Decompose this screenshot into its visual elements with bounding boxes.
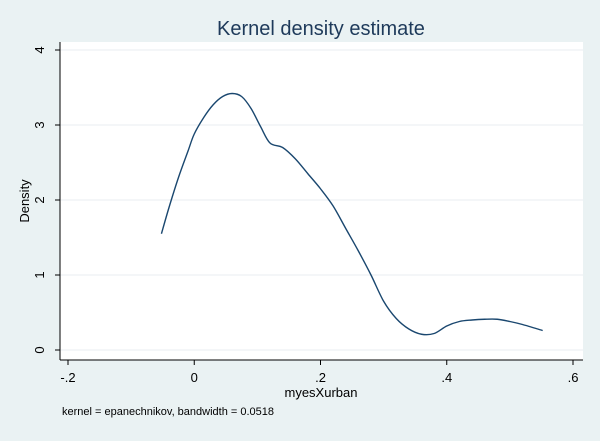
x-tick-label: -.2 [60, 370, 75, 385]
y-axis-label: Density [17, 179, 32, 223]
x-tick-label: .6 [568, 370, 579, 385]
tick-marks: 0 1 2 3 4 -.2 0 .2 .4 .6 [32, 46, 578, 385]
y-tick-label: 0 [32, 346, 47, 353]
series-group [160, 92, 543, 336]
chart-title: Kernel density estimate [217, 18, 425, 40]
y-tick-label: 2 [32, 196, 47, 203]
gridlines [60, 49, 583, 351]
plot-area [60, 42, 583, 360]
x-tick-label: 0 [191, 370, 198, 385]
axes [59, 42, 583, 361]
density-line [160, 92, 543, 336]
x-axis-label: myesXurban [285, 385, 358, 400]
kernel-note: kernel = epanechnikov, bandwidth = 0.051… [62, 406, 274, 418]
y-tick-label: 4 [32, 46, 47, 53]
y-tick-label: 1 [32, 271, 47, 278]
x-tick-label: .2 [315, 370, 326, 385]
x-tick-label: .4 [441, 370, 452, 385]
y-tick-label: 3 [32, 121, 47, 128]
